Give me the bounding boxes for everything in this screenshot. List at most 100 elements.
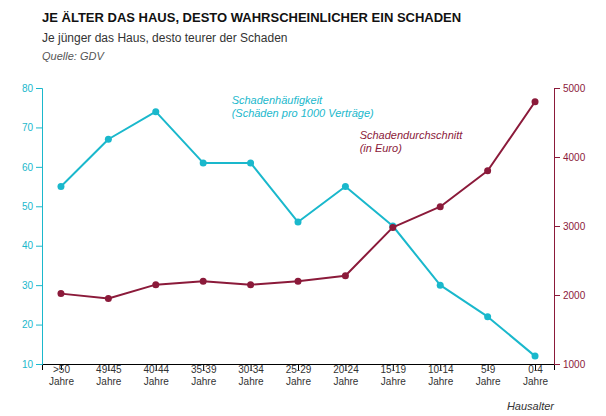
tick-mark: [554, 88, 560, 89]
series-label: Schadendurchschnitt(in Euro): [360, 129, 464, 154]
y-axis: 1020304050607080: [22, 83, 43, 370]
series-labels: Schadenhäufigkeit(Schäden pro 1000 Vertr…: [232, 94, 464, 154]
data-point: [484, 313, 491, 320]
tick-mark: [36, 325, 42, 326]
y-tick: 5000: [554, 83, 586, 94]
tick-mark: [36, 88, 42, 89]
data-point: [57, 290, 64, 297]
y-tick-label: 10: [22, 359, 34, 370]
x-tick: 0-4Jahre: [523, 364, 548, 387]
x-tick: 40-44Jahre: [143, 364, 169, 387]
x-tick-label: 35-39Jahre: [191, 364, 217, 387]
y-tick-label: 3000: [563, 221, 586, 232]
series-line: [61, 112, 535, 356]
text-line: Jahre: [428, 376, 453, 387]
y-tick: 10: [22, 359, 42, 370]
y-tick-label: 50: [22, 201, 34, 212]
text-line: 15-19: [381, 364, 407, 375]
y-tick: 70: [22, 122, 42, 133]
text-line: Jahre: [286, 376, 311, 387]
tick-mark: [554, 364, 560, 365]
tick-mark: [36, 285, 42, 286]
y-tick-label: 2000: [563, 290, 586, 301]
text-line: 49-45: [96, 364, 122, 375]
text-line: Jahre: [333, 376, 358, 387]
y-tick: 3000: [554, 221, 586, 232]
y-tick-label: 70: [22, 122, 34, 133]
x-tick-label: >50Jahre: [49, 364, 74, 387]
data-point: [247, 281, 254, 288]
text-line: 35-39: [191, 364, 217, 375]
text-line: Jahre: [144, 376, 169, 387]
text-line: 30-34: [238, 364, 264, 375]
text-line: >50: [53, 364, 70, 375]
text-line: 10-14: [428, 364, 454, 375]
y-tick-label: 20: [22, 319, 34, 330]
text-line: Jahre: [96, 376, 121, 387]
tick-mark: [36, 246, 42, 247]
y-tick-label: 60: [22, 162, 34, 173]
marks: [57, 98, 538, 359]
data-point: [105, 295, 112, 302]
data-point: [105, 136, 112, 143]
text-line: Jahre: [191, 376, 216, 387]
text-line: Jahre: [523, 376, 548, 387]
tick-mark: [554, 226, 560, 227]
plot-area: >50Jahre49-45Jahre40-44Jahre35-39Jahre30…: [22, 83, 586, 387]
x-tick-label: 15-19Jahre: [381, 364, 407, 387]
series-label: Schadenhäufigkeit(Schäden pro 1000 Vertr…: [232, 94, 374, 119]
y-tick: 30: [22, 280, 42, 291]
data-point: [484, 167, 491, 174]
y-tick: 50: [22, 201, 42, 212]
y-tick: 80: [22, 83, 42, 94]
y-tick-label: 30: [22, 280, 34, 291]
text-line: Jahre: [239, 376, 264, 387]
data-point: [389, 224, 396, 231]
tick-mark: [554, 157, 560, 158]
data-point: [200, 278, 207, 285]
x-tick-label: 25-29Jahre: [286, 364, 312, 387]
x-tick-label: 49-45Jahre: [96, 364, 122, 387]
x-tick: 20-24Jahre: [333, 364, 359, 387]
x-tick: 30-34Jahre: [238, 364, 264, 387]
x-axis-title: Hausalter: [507, 400, 555, 412]
y2-axis: 10002000300040005000: [554, 83, 586, 370]
data-point: [295, 278, 302, 285]
y-tick: 20: [22, 319, 42, 330]
series-line: [61, 102, 535, 299]
data-point: [437, 203, 444, 210]
data-point: [200, 159, 207, 166]
tick-mark: [36, 167, 42, 168]
title: JE ÄLTER DAS HAUS, DESTO WAHRSCHEINLICHE…: [42, 10, 461, 25]
x-tick-label: 10-14Jahre: [428, 364, 454, 387]
text-line: 25-29: [286, 364, 312, 375]
x-tick: 10-14Jahre: [428, 364, 454, 387]
x-tick-label: 5-9Jahre: [476, 364, 501, 387]
text-line: 0-4: [528, 364, 543, 375]
text-line: Jahre: [381, 376, 406, 387]
y-tick-label: 5000: [563, 83, 586, 94]
y-tick: 2000: [554, 290, 586, 301]
x-axis: >50Jahre49-45Jahre40-44Jahre35-39Jahre30…: [43, 364, 555, 387]
data-point: [247, 159, 254, 166]
y-tick: 4000: [554, 152, 586, 163]
x-tick: 25-29Jahre: [286, 364, 312, 387]
text-line: Schadenhäufigkeit: [232, 94, 323, 106]
text-line: (Schäden pro 1000 Verträge): [232, 107, 374, 119]
y-tick-label: 4000: [563, 152, 586, 163]
data-point: [152, 108, 159, 115]
chart: JE ÄLTER DAS HAUS, DESTO WAHRSCHEINLICHE…: [0, 0, 606, 416]
data-point: [437, 282, 444, 289]
x-tick: >50Jahre: [49, 364, 74, 387]
data-point: [57, 183, 64, 190]
x-tick: 35-39Jahre: [191, 364, 217, 387]
x-tick: 5-9Jahre: [476, 364, 501, 387]
x-tick-label: 30-34Jahre: [238, 364, 264, 387]
text-line: Jahre: [476, 376, 501, 387]
text-line: Schadendurchschnitt: [360, 129, 464, 141]
data-point: [295, 219, 302, 226]
y-tick: 60: [22, 162, 42, 173]
data-point: [532, 353, 539, 360]
text-line: Jahre: [49, 376, 74, 387]
x-tick-label: 0-4Jahre: [523, 364, 548, 387]
